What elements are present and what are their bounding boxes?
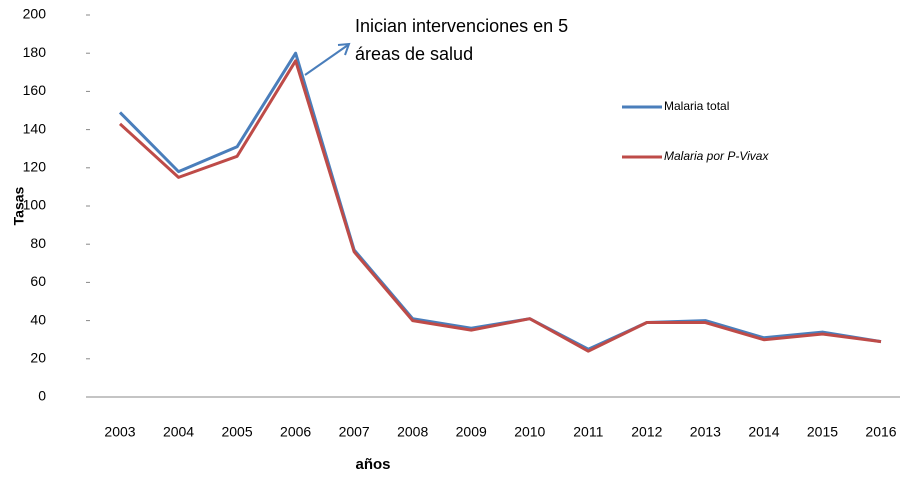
- x-tick-label: 2004: [163, 424, 194, 440]
- y-tick-label: 60: [30, 273, 46, 289]
- y-tick-label: 120: [23, 159, 47, 175]
- legend-label: Malaria total: [664, 99, 729, 113]
- annotation-arrow: [304, 44, 349, 76]
- x-tick-label: 2015: [807, 424, 838, 440]
- series-line: [118, 59, 882, 353]
- y-tick-label: 140: [23, 120, 47, 136]
- y-tick-label: 100: [23, 197, 47, 213]
- x-tick-label: 2003: [104, 424, 135, 440]
- x-tick-label: 2007: [339, 424, 370, 440]
- x-tick-label: 2011: [573, 424, 603, 440]
- legend-label: Malaria por P-Vivax: [664, 149, 769, 163]
- series-line: [118, 51, 882, 351]
- x-tick-label: 2014: [748, 424, 779, 440]
- x-tick-label: 2005: [221, 424, 252, 440]
- annotation-arrow-head: [337, 42, 351, 56]
- x-tick-label: 2009: [456, 424, 487, 440]
- x-tick-label: 2016: [865, 424, 896, 440]
- y-axis-label: Tasas: [11, 186, 27, 225]
- x-tick-label: 2013: [690, 424, 721, 440]
- x-tick-label: 2008: [397, 424, 428, 440]
- y-tick-label: 80: [30, 235, 46, 251]
- y-tick-label: 160: [23, 82, 47, 98]
- x-axis-label: años: [355, 456, 390, 473]
- x-tick-label: 2010: [514, 424, 545, 440]
- y-tick-label: 180: [23, 44, 47, 60]
- annotation: áreas de salud: [355, 44, 473, 64]
- y-tick-label: 20: [30, 350, 46, 366]
- y-tick-label: 40: [30, 311, 46, 327]
- y-tick-label: 200: [23, 6, 47, 22]
- x-tick-label: 2006: [280, 424, 311, 440]
- y-tick-label: 0: [38, 388, 46, 404]
- annotation: Inician intervenciones en 5: [355, 16, 568, 36]
- x-tick-label: 2012: [631, 424, 662, 440]
